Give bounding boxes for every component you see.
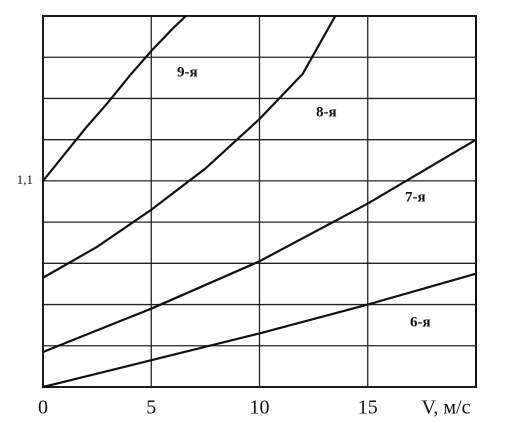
series-label: 7-я — [405, 189, 426, 205]
series-label: 9-я — [177, 64, 198, 80]
data-line — [42, 272, 477, 389]
series-label: 8-я — [316, 104, 337, 120]
x-tick-label: 10 — [250, 397, 270, 419]
series-label: 6-я — [410, 314, 431, 330]
y-tick-label: 1,1 — [17, 172, 33, 187]
x-axis-label: V, м/с — [422, 397, 471, 419]
data-line — [42, 15, 337, 279]
x-tick-label: 5 — [146, 397, 156, 419]
x-tick-label: 0 — [38, 397, 48, 419]
data-line — [42, 138, 477, 353]
data-line — [42, 15, 187, 182]
x-tick-label: 15 — [358, 397, 378, 419]
